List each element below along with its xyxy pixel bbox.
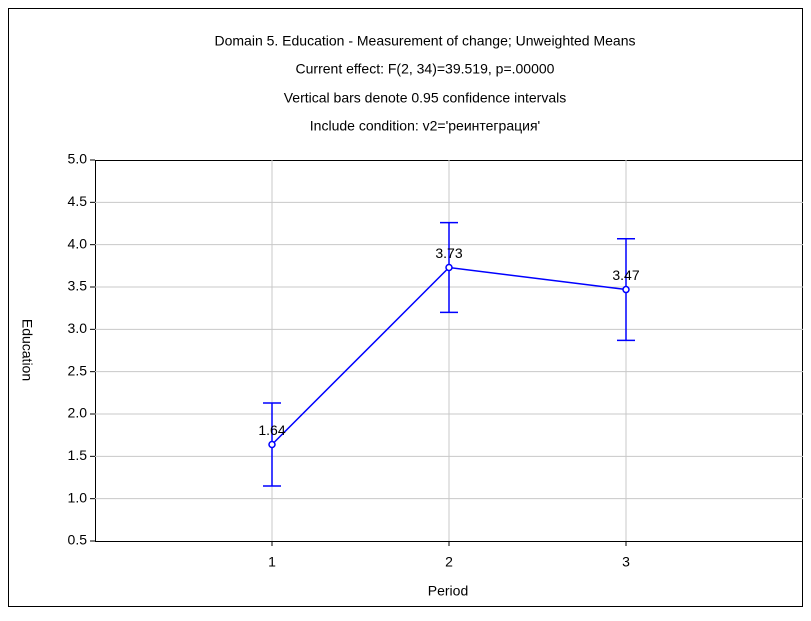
y-tick-label: 4.0 [68,235,88,251]
data-label: 1.64 [258,422,285,438]
x-tick-label: 2 [445,554,453,570]
x-tick-label: 3 [622,554,630,570]
chart-title: Domain 5. Education - Measurement of cha… [214,33,635,49]
y-tick-label: 3.0 [68,320,88,336]
chart-subtitle: Current effect: F(2, 34)=39.519, p=.0000… [296,61,555,77]
x-tick-label: 1 [268,554,276,570]
y-tick-label: 4.5 [68,193,88,209]
chart-subtitle: Include condition: v2='реинтеграция' [310,118,540,134]
data-label: 3.47 [612,267,639,283]
y-tick-label: 0.5 [68,532,88,548]
y-tick-label: 1.5 [68,447,88,463]
y-tick-label: 1.0 [68,489,88,505]
y-tick-label: 2.0 [68,405,88,421]
y-tick-label: 3.5 [68,278,88,294]
chart-subtitle: Vertical bars denote 0.95 confidence int… [284,90,567,106]
y-tick-label: 2.5 [68,362,88,378]
y-axis-label: Education [19,319,35,381]
y-tick-label: 5.0 [68,151,88,167]
x-axis-label: Period [428,583,468,599]
point [445,263,453,272]
data-label: 3.73 [435,245,462,261]
point [268,440,276,449]
point [622,285,630,294]
